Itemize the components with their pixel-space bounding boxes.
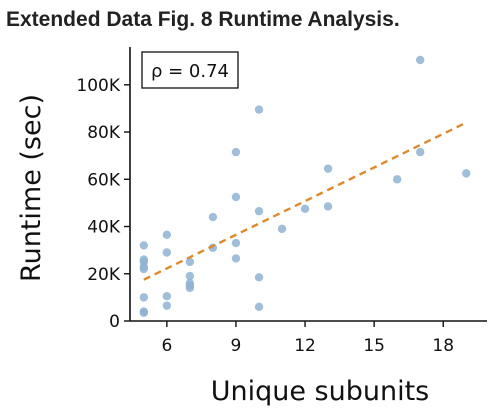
data-point — [462, 169, 471, 178]
data-point — [208, 212, 218, 222]
data-point — [392, 175, 402, 184]
correlation-box — [141, 51, 239, 89]
x-tick-label: 12 — [294, 336, 316, 356]
data-point — [231, 254, 241, 263]
data-point — [185, 257, 195, 267]
data-point — [185, 271, 195, 281]
data-point — [231, 192, 241, 202]
data-point — [254, 105, 264, 114]
y-tick-label: 20K — [87, 265, 121, 285]
x-axis-title: Unique subunits — [211, 376, 430, 407]
data-point — [139, 293, 149, 302]
data-point — [254, 273, 264, 282]
x-tick-label: 18 — [432, 336, 454, 356]
points-layer — [139, 55, 471, 317]
axes-layer: 0 20K 40K 60K 80K 100K 6 9 12 15 18 — [76, 47, 487, 356]
data-point — [231, 147, 241, 157]
data-point — [162, 291, 172, 301]
x-tick-label: 9 — [231, 336, 242, 356]
data-point — [185, 283, 195, 293]
data-point — [139, 241, 149, 250]
x-tick-label: 15 — [363, 336, 385, 356]
data-point — [162, 230, 172, 239]
data-point — [277, 224, 287, 234]
data-point — [162, 248, 172, 257]
trend-line — [143, 121, 467, 281]
y-axis-title: Runtime (sec) — [16, 94, 47, 282]
data-point — [231, 238, 241, 248]
data-point — [139, 308, 149, 317]
x-tick-label: 6 — [161, 336, 172, 356]
data-point — [139, 264, 149, 274]
correlation-annotation: ρ = 0.74 — [151, 61, 229, 82]
figure-title: Extended Data Fig. 8 Runtime Analysis. — [6, 8, 400, 31]
trend-layer — [143, 121, 467, 281]
y-tick-label: 60K — [87, 170, 121, 190]
data-point — [300, 204, 310, 214]
data-point — [416, 147, 425, 157]
y-tick-label: 80K — [87, 123, 121, 143]
data-point — [416, 55, 425, 65]
data-point — [254, 302, 264, 312]
y-tick-label: 100K — [76, 76, 120, 96]
data-point — [323, 164, 333, 173]
y-tick-label: 0 — [109, 312, 120, 332]
data-point — [162, 301, 172, 310]
data-point — [323, 202, 333, 211]
data-point — [254, 206, 264, 216]
y-tick-label: 40K — [87, 218, 121, 238]
